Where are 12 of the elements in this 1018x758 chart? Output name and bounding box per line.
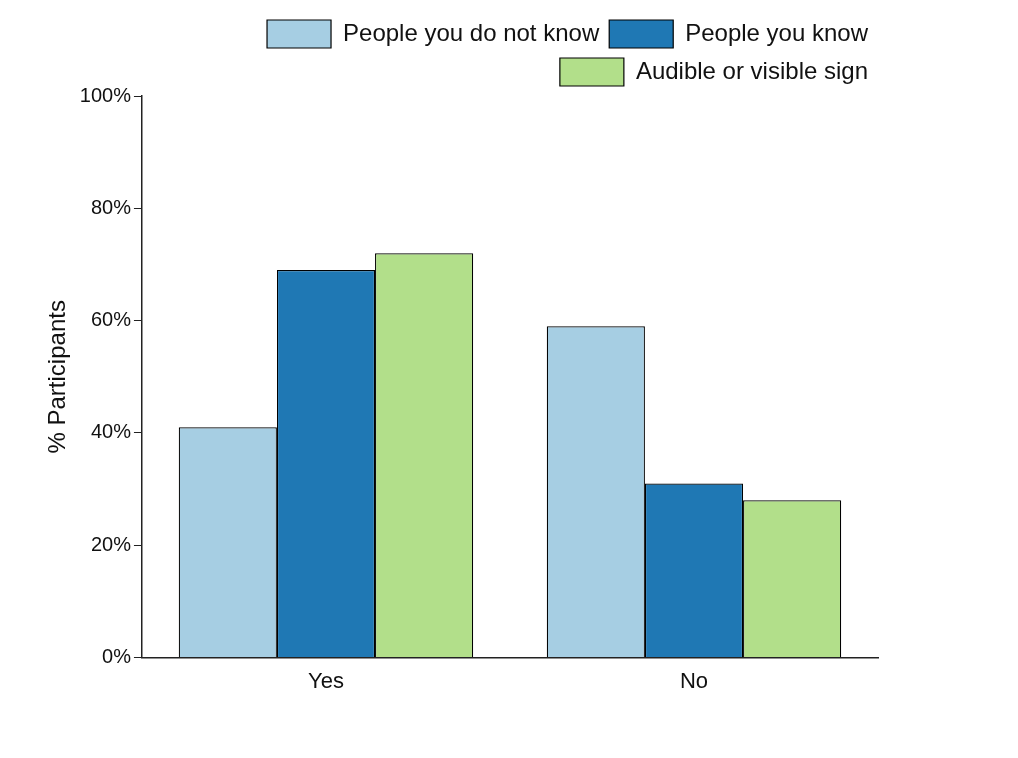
legend-label: People you know [685, 18, 869, 46]
legend-label: Audible or visible sign [635, 56, 868, 84]
y-tick-label: 40% [90, 420, 132, 443]
y-tick-label: 80% [90, 195, 132, 218]
y-tick-label: 20% [90, 532, 132, 555]
y-tick-label: 0% [102, 645, 132, 668]
y-axis-title: % Participants [43, 300, 71, 454]
x-tick-label: No [679, 667, 709, 693]
y-tick-label: 60% [90, 308, 132, 331]
legend-label: People you do not know [343, 18, 600, 46]
y-tick-label: 100% [79, 83, 132, 106]
x-tick-label: Yes [308, 667, 344, 693]
